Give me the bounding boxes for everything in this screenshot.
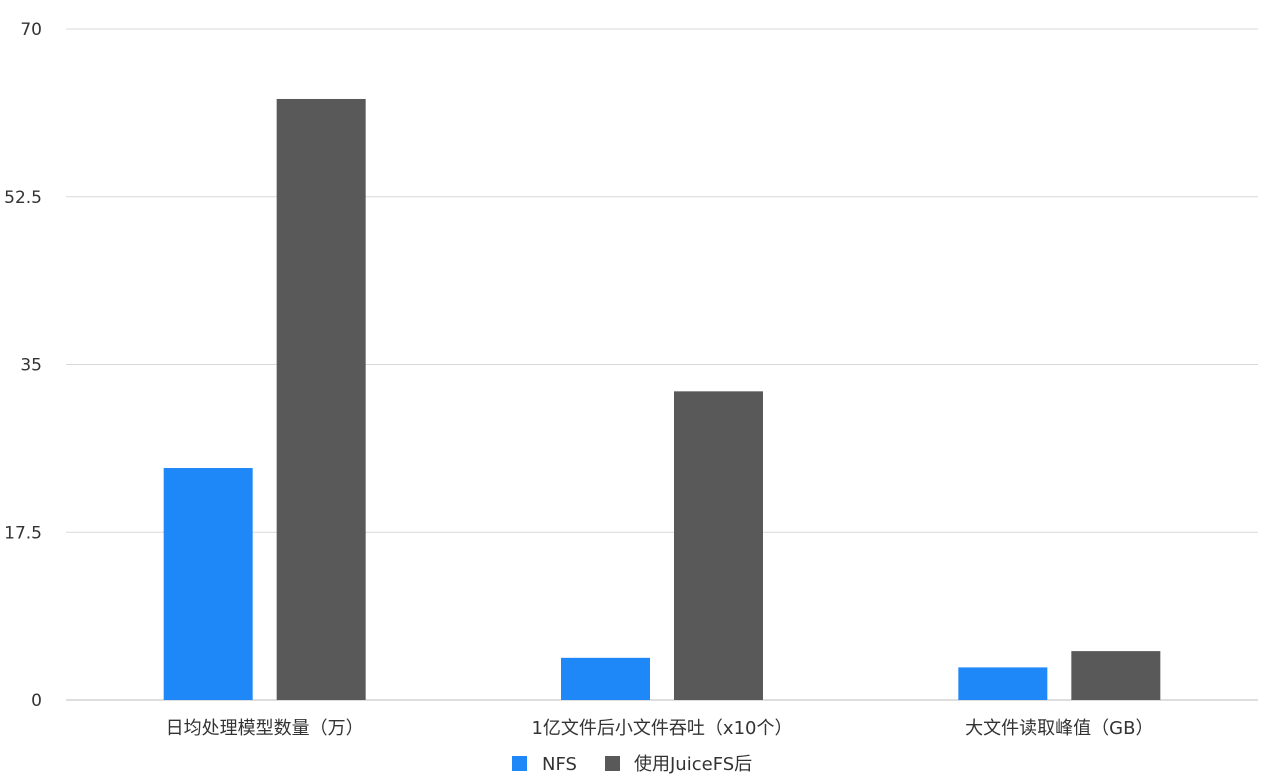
bar-nfs-0	[163, 468, 253, 700]
y-tick-label: 35	[20, 356, 42, 376]
x-category-label: 1亿文件后小文件吞吐（x10个）	[531, 718, 792, 739]
legend-swatch	[605, 756, 620, 771]
x-axis-category-labels: 日均处理模型数量（万） 1亿文件后小文件吞吐（x10个） 大文件读取峰值（GB）	[166, 718, 1154, 739]
bar-juicefs-1	[674, 391, 763, 700]
legend-label: NFS	[542, 754, 577, 775]
bars	[163, 98, 1161, 701]
x-category-label: 大文件读取峰值（GB）	[965, 718, 1153, 739]
y-tick-label: 17.5	[4, 523, 42, 543]
bar-nfs-2	[958, 667, 1048, 700]
bar-juicefs-2	[1071, 651, 1161, 700]
y-tick-label: 52.5	[4, 188, 42, 208]
legend-swatch	[512, 756, 527, 771]
x-category-label: 日均处理模型数量（万）	[166, 718, 364, 739]
y-tick-label: 70	[20, 20, 42, 40]
y-tick-label: 0	[31, 691, 42, 711]
legend: NFS 使用JuiceFS后	[512, 754, 752, 775]
bar-juicefs-0	[276, 98, 366, 701]
bar-nfs-1	[561, 657, 650, 700]
legend-label: 使用JuiceFS后	[634, 754, 752, 775]
y-axis-tick-labels: 0 17.5 35 52.5 70	[4, 20, 42, 711]
gridlines	[66, 28, 1258, 701]
